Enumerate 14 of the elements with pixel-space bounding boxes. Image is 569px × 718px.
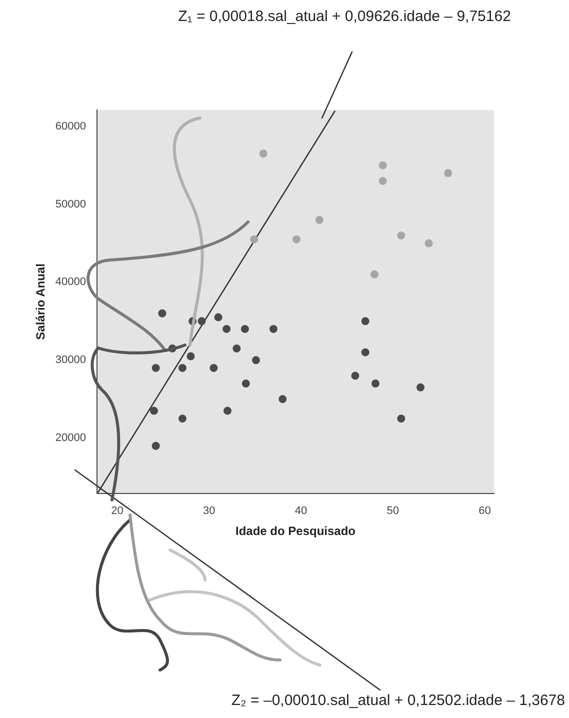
x-tick-label: 30	[202, 505, 216, 518]
x-axis-title: Idade do Pesquisado	[235, 524, 356, 538]
x-tick-label: 20	[111, 505, 124, 518]
text: Z₁ = 0,00018.sal_atual + 0,09626.idade – 9,75162	[177, 8, 512, 25]
x-tick-label: 50	[386, 505, 400, 518]
y-tick-label: 50000	[55, 198, 86, 210]
y-tick-label: 20000	[55, 432, 86, 444]
text: Z₂ = –0,00010.sal_atual + 0,12502.idade – 1,3678	[231, 692, 565, 709]
y-tick-label: 30000	[55, 354, 86, 366]
y-axis-title: Salário Anual	[34, 264, 48, 340]
y-tick-label: 40000	[55, 276, 86, 288]
y-tick-label: 60000	[55, 120, 86, 132]
x-tick-label: 40	[294, 505, 308, 518]
x-tick-label: 60	[478, 505, 491, 518]
